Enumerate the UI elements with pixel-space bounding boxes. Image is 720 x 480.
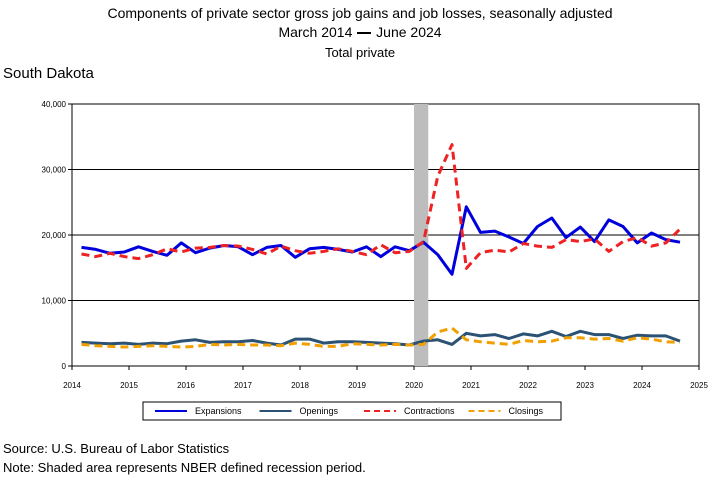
state-label: South Dakota xyxy=(3,65,94,82)
x-tick-label: 2017 xyxy=(234,381,252,390)
legend-label-openings: Openings xyxy=(300,406,339,416)
chart-subtitle: Total private xyxy=(324,45,396,60)
y-tick-label: 30,000 xyxy=(42,166,67,175)
series-line-expansions xyxy=(81,205,681,276)
y-axis: 0 10,000 20,000 30,000 40,000 xyxy=(42,100,72,371)
x-tick-label: 2014 xyxy=(63,381,81,390)
y-tick-label: 40,000 xyxy=(42,100,67,109)
source-note: Source: U.S. Bureau of Labor Statistics xyxy=(3,441,230,456)
x-tick-label: 2021 xyxy=(462,381,480,390)
x-tick-label: 2015 xyxy=(120,381,138,390)
legend: Expansions Openings Contractions Closings xyxy=(142,401,562,421)
x-tick-label: 2018 xyxy=(291,381,309,390)
date-range-end: June 2024 xyxy=(376,24,442,40)
series-line-openings xyxy=(81,329,681,347)
chart-title: Components of private sector gross job g… xyxy=(107,5,613,21)
series-lines xyxy=(81,143,682,349)
legend-label-expansions: Expansions xyxy=(195,406,242,416)
y-tick-label: 20,000 xyxy=(42,231,67,240)
gridlines xyxy=(72,169,699,301)
x-axis: 2014 2015 2016 2017 2018 2019 2020 2021 2022 2023… xyxy=(63,366,708,390)
x-tick-label: 2025 xyxy=(690,381,708,390)
legend-label-contractions: Contractions xyxy=(404,406,455,416)
y-tick-label: 10,000 xyxy=(42,297,67,306)
x-tick-label: 2020 xyxy=(405,381,423,390)
series-line-closings xyxy=(81,326,681,349)
x-tick-label: 2016 xyxy=(177,381,195,390)
x-tick-label: 2022 xyxy=(519,381,537,390)
x-tick-label: 2019 xyxy=(348,381,366,390)
x-tick-label: 2024 xyxy=(633,381,651,390)
x-tick-label: 2023 xyxy=(576,381,594,390)
date-range-start: March 2014 xyxy=(278,24,353,40)
legend-box xyxy=(142,401,562,421)
dash-line-icon xyxy=(357,32,372,35)
series-line-contractions xyxy=(81,143,682,270)
recession-band xyxy=(414,104,429,366)
recession-note: Note: Shaded area represents NBER define… xyxy=(3,460,366,475)
legend-label-closings: Closings xyxy=(509,406,544,416)
y-tick-label: 0 xyxy=(62,362,67,371)
chart-date-range: March 2014 June 2024 xyxy=(0,24,720,40)
